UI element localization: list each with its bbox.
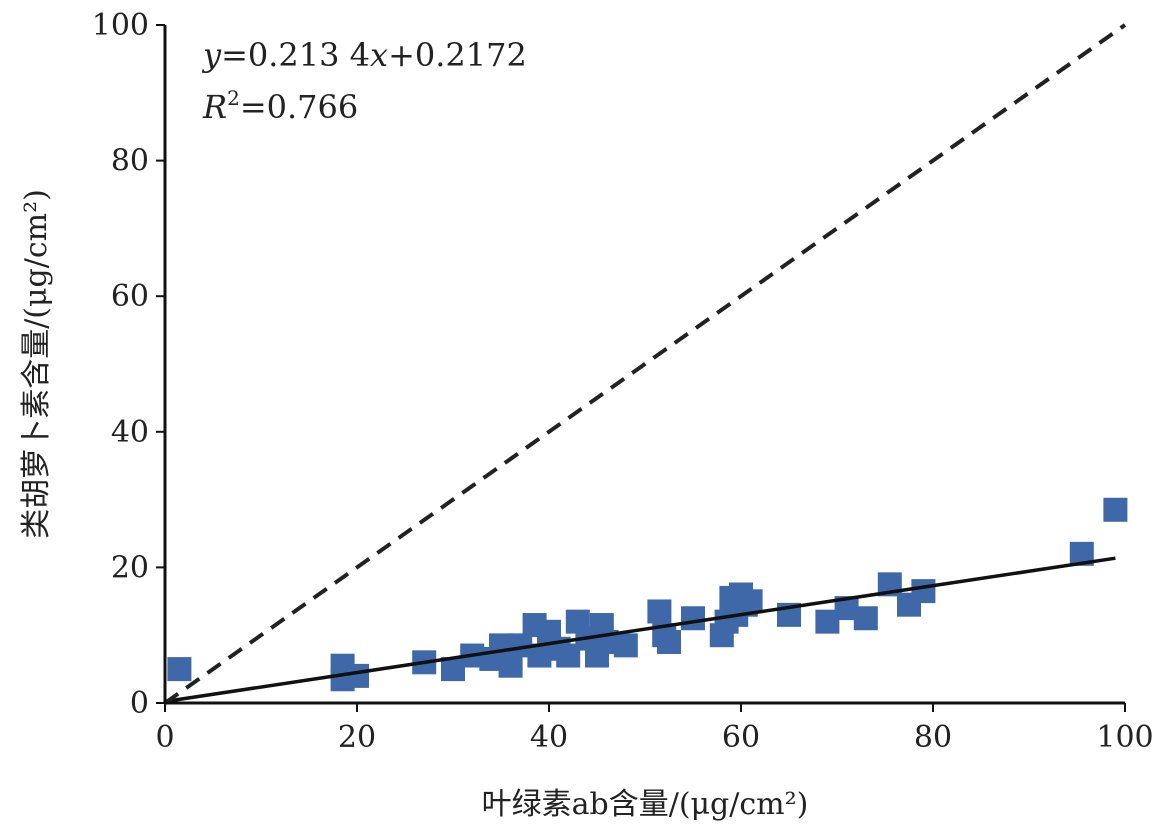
y-axis-title: 类胡萝卜素含量/(μg/cm²) bbox=[19, 189, 54, 539]
y-tick-label: 60 bbox=[111, 279, 149, 314]
x-tick-label: 80 bbox=[914, 720, 952, 755]
x-tick-label: 0 bbox=[155, 720, 174, 755]
x-tick-label: 100 bbox=[1096, 720, 1153, 755]
scatter-point bbox=[853, 606, 878, 631]
r2-rest: =0.766 bbox=[240, 88, 358, 126]
y-tick-label: 0 bbox=[130, 686, 149, 721]
scatter-point bbox=[647, 599, 672, 624]
ticks: 0 20 40 60 80 100 0 20 40 60 80 100 bbox=[92, 8, 1154, 755]
y-tick-label: 40 bbox=[111, 415, 149, 450]
equation-mid: =0.213 4 bbox=[221, 36, 370, 74]
reference-line-1-to-1 bbox=[163, 23, 1127, 705]
equation-annotation: y=0.213 4x+0.2172 bbox=[201, 36, 527, 74]
scatter-point bbox=[498, 653, 523, 678]
y-tick-label: 100 bbox=[92, 8, 149, 43]
x-tick-label: 40 bbox=[530, 720, 568, 755]
scatter-point bbox=[345, 663, 369, 688]
x-tick-label: 20 bbox=[338, 720, 376, 755]
y-tick-label: 80 bbox=[111, 144, 149, 179]
regression-line bbox=[164, 556, 1116, 704]
scatter-point bbox=[657, 629, 681, 654]
equation-y: y bbox=[201, 36, 222, 74]
y-tick-label: 20 bbox=[111, 550, 149, 585]
scatter-point bbox=[167, 657, 192, 682]
r2-r: R bbox=[202, 88, 227, 126]
r2-annotation: R2=0.766 bbox=[202, 86, 358, 126]
scatter-point bbox=[911, 579, 936, 604]
scatter-point bbox=[738, 589, 763, 614]
equation-x: x bbox=[370, 36, 388, 74]
equation-rest: +0.2172 bbox=[388, 36, 527, 74]
plot-area bbox=[163, 23, 1128, 705]
x-tick-label: 60 bbox=[722, 720, 760, 755]
x-axis-title: 叶绿素ab含量/(μg/cm²) bbox=[482, 787, 809, 822]
scatter-point bbox=[1103, 497, 1128, 522]
scatter-point bbox=[681, 606, 705, 631]
axes bbox=[163, 25, 1125, 705]
r2-sup: 2 bbox=[227, 86, 240, 110]
scatter-point bbox=[613, 633, 638, 658]
